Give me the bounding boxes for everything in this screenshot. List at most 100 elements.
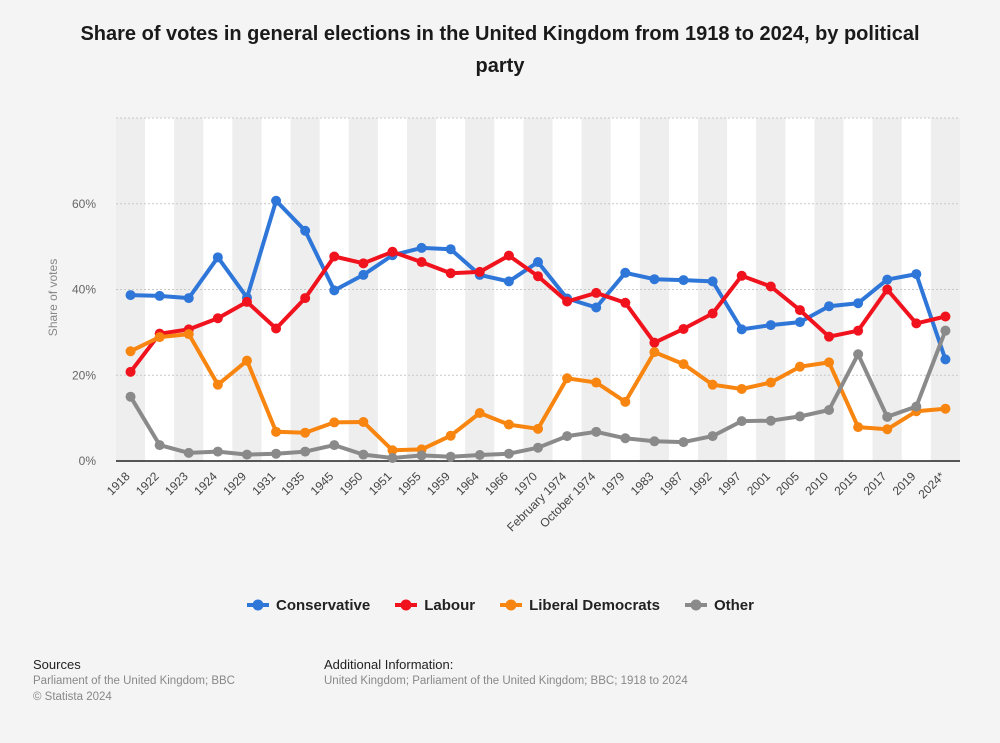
data-point-liberal-democrats bbox=[620, 396, 631, 407]
data-point-liberal-democrats bbox=[678, 359, 689, 370]
legend-marker bbox=[505, 599, 517, 611]
data-point-liberal-democrats bbox=[503, 419, 514, 430]
data-point-liberal-democrats bbox=[824, 357, 835, 368]
data-point-liberal-democrats bbox=[736, 383, 747, 394]
data-point-conservative bbox=[620, 267, 631, 278]
data-point-liberal-democrats bbox=[562, 373, 573, 384]
data-point-conservative bbox=[591, 302, 602, 313]
y-tick-label: 0% bbox=[79, 454, 97, 468]
data-point-labour bbox=[125, 366, 136, 377]
data-point-labour bbox=[329, 251, 340, 262]
data-point-liberal-democrats bbox=[882, 424, 893, 435]
data-point-conservative bbox=[183, 293, 194, 304]
data-point-liberal-democrats bbox=[154, 332, 165, 343]
legend-label-liberal-democrats: Liberal Democrats bbox=[529, 596, 660, 614]
data-point-labour bbox=[853, 325, 864, 336]
data-point-labour bbox=[212, 313, 223, 324]
data-point-liberal-democrats bbox=[271, 426, 282, 437]
y-tick-label: 20% bbox=[72, 368, 96, 382]
data-point-labour bbox=[271, 323, 282, 334]
x-tick-label: 1966 bbox=[482, 469, 511, 498]
data-point-conservative bbox=[707, 276, 718, 287]
data-point-other bbox=[387, 452, 398, 463]
data-point-labour bbox=[503, 250, 514, 261]
data-point-labour bbox=[562, 296, 573, 307]
data-point-conservative bbox=[882, 274, 893, 285]
data-point-liberal-democrats bbox=[474, 407, 485, 418]
data-point-labour bbox=[824, 331, 835, 342]
x-tick-label: 2019 bbox=[890, 469, 919, 498]
x-tick-label: 1950 bbox=[337, 469, 366, 498]
x-tick-label: 1997 bbox=[715, 469, 744, 498]
data-point-conservative bbox=[765, 320, 776, 331]
legend-swatch-liberal-democrats bbox=[500, 599, 523, 611]
data-point-conservative bbox=[125, 290, 136, 301]
data-point-other bbox=[503, 448, 514, 459]
x-tick-label: 1951 bbox=[366, 469, 395, 498]
data-point-other bbox=[591, 426, 602, 437]
data-point-labour bbox=[765, 281, 776, 292]
x-tick-label: 1992 bbox=[686, 469, 715, 498]
data-point-conservative bbox=[940, 354, 951, 365]
data-point-labour bbox=[794, 305, 805, 316]
data-point-labour bbox=[736, 270, 747, 281]
legend-marker bbox=[400, 599, 412, 611]
legend-marker bbox=[690, 599, 702, 611]
data-point-conservative bbox=[533, 257, 543, 268]
data-point-labour bbox=[678, 323, 689, 334]
legend-item-labour[interactable]: Labour bbox=[394, 594, 475, 616]
x-tick-label: 2015 bbox=[831, 469, 860, 498]
x-tick-label: 1918 bbox=[104, 469, 133, 498]
data-point-other bbox=[329, 440, 340, 451]
data-point-liberal-democrats bbox=[707, 379, 718, 390]
legend-item-conservative[interactable]: Conservative bbox=[246, 594, 370, 616]
sources-text[interactable]: Parliament of the United Kingdom; BBC bbox=[33, 675, 235, 687]
data-point-liberal-democrats bbox=[591, 377, 602, 388]
data-point-conservative bbox=[853, 298, 864, 309]
data-point-liberal-democrats bbox=[300, 427, 311, 438]
data-point-other bbox=[241, 449, 252, 460]
data-point-other bbox=[824, 404, 835, 415]
x-tick-label: 1979 bbox=[599, 469, 628, 498]
data-point-labour bbox=[620, 297, 631, 308]
data-point-other bbox=[271, 448, 282, 459]
data-point-other bbox=[183, 447, 194, 458]
data-point-liberal-democrats bbox=[358, 416, 369, 427]
sources-heading: Sources bbox=[33, 657, 81, 672]
data-point-conservative bbox=[271, 195, 282, 206]
additional-info-heading: Additional Information: bbox=[324, 657, 454, 672]
data-point-other bbox=[940, 325, 951, 336]
data-point-conservative bbox=[300, 225, 311, 236]
x-tick-label: 1922 bbox=[133, 469, 162, 498]
data-point-conservative bbox=[736, 324, 747, 335]
legend-label-other: Other bbox=[713, 596, 754, 614]
x-tick-label: 2024* bbox=[915, 469, 947, 501]
x-tick-label: 1931 bbox=[249, 469, 278, 498]
data-point-liberal-democrats bbox=[212, 379, 223, 390]
data-point-other bbox=[794, 411, 805, 422]
data-point-liberal-democrats bbox=[387, 445, 398, 456]
x-tick-label: 2010 bbox=[802, 469, 831, 498]
data-point-labour bbox=[474, 266, 485, 277]
x-tick-label: 1959 bbox=[424, 469, 453, 498]
data-point-other bbox=[154, 440, 165, 451]
data-point-labour bbox=[300, 293, 311, 304]
legend-item-liberal-democrats[interactable]: Liberal Democrats bbox=[499, 594, 660, 616]
data-point-labour bbox=[591, 287, 602, 298]
data-point-other bbox=[533, 442, 543, 453]
legend-item-other[interactable]: Other bbox=[684, 594, 754, 616]
data-point-labour bbox=[241, 296, 252, 307]
data-point-liberal-democrats bbox=[183, 329, 194, 340]
x-tick-label: 1987 bbox=[657, 469, 686, 498]
data-point-other bbox=[474, 449, 485, 460]
data-point-liberal-democrats bbox=[649, 347, 660, 358]
data-point-other bbox=[707, 431, 718, 442]
legend-label-conservative: Conservative bbox=[276, 596, 371, 614]
data-point-other bbox=[125, 391, 136, 402]
x-tick-label: 1945 bbox=[308, 469, 337, 498]
data-point-conservative bbox=[911, 269, 922, 280]
data-point-labour bbox=[416, 257, 427, 268]
chart-title: Share of votes in general elections in t… bbox=[80, 23, 920, 77]
data-point-other bbox=[300, 446, 311, 457]
